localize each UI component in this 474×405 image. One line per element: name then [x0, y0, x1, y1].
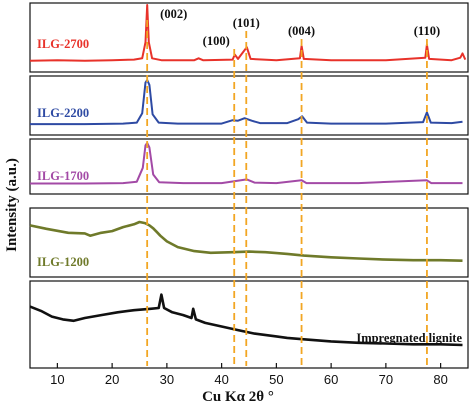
peak-label-4: (004) [288, 24, 315, 38]
series-line-3 [30, 142, 463, 185]
peak-label-5: (110) [414, 24, 440, 38]
x-tick-label-20: 20 [105, 372, 119, 387]
x-tick-label-80: 80 [433, 372, 447, 387]
panel-3 [29, 138, 469, 195]
series-line-4 [29, 220, 463, 262]
panel-1 [29, 2, 469, 73]
panel-frame [29, 207, 469, 278]
panel-frame [29, 75, 469, 136]
x-tick-label-50: 50 [269, 372, 283, 387]
labels-layer: ILG-2700 ILG-2200 ILG-1700 ILG-1200 Impregna… [37, 7, 462, 345]
x-tick-label-70: 70 [379, 372, 393, 387]
panel-frame [29, 2, 469, 73]
peak-label-3: (101) [233, 16, 260, 30]
series-label-1: ILG-2700 [37, 37, 89, 51]
y-axis-title: Intensity (a.u.) [4, 158, 20, 252]
x-axis-title: Cu Kα 2θ ° [202, 389, 274, 405]
x-tick-label-40: 40 [214, 372, 228, 387]
panel-frame [29, 138, 469, 195]
series-line-2 [30, 79, 463, 126]
x-tick-label-60: 60 [324, 372, 338, 387]
peak-label-1: (002) [160, 7, 187, 21]
series-label-2: ILG-2200 [37, 106, 89, 120]
series-line-1 [29, 4, 467, 62]
peak-reference-lines [146, 20, 428, 366]
x-tick-label-10: 10 [50, 372, 64, 387]
panel-5 [29, 280, 469, 369]
panels-layer [29, 2, 469, 369]
series-line-5 [29, 293, 463, 347]
panel-4 [29, 207, 469, 278]
panel-2 [29, 75, 469, 136]
peak-label-2: (100) [203, 34, 230, 48]
series-label-4: ILG-1200 [37, 255, 89, 269]
x-tick-label-30: 30 [160, 372, 174, 387]
panel-frame [29, 280, 469, 369]
series-label-5: Impregnated lignite [356, 331, 462, 345]
x-axis: 10 20 30 40 50 60 70 80 [50, 363, 448, 387]
series-label-3: ILG-1700 [37, 169, 89, 183]
